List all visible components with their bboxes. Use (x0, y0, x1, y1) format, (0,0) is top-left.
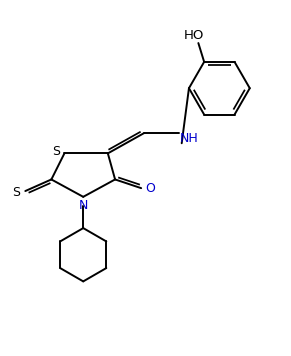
Text: S: S (13, 186, 21, 199)
Text: N: N (79, 199, 88, 212)
Text: HO: HO (184, 29, 204, 42)
Text: O: O (145, 182, 155, 195)
Text: S: S (52, 145, 60, 158)
Text: NH: NH (180, 132, 198, 145)
